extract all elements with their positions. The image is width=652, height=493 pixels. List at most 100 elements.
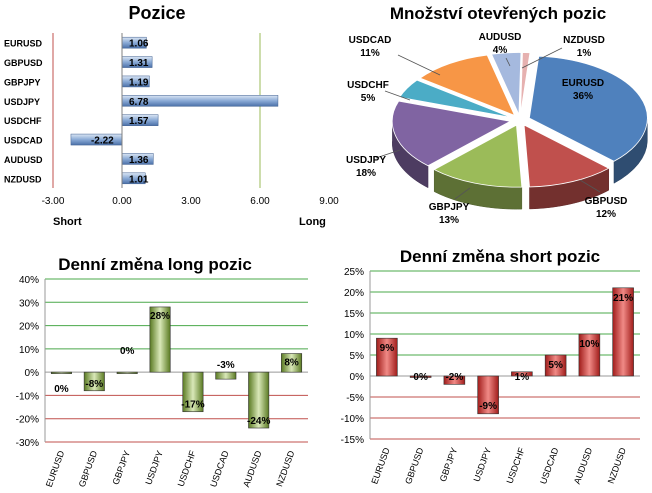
bar <box>83 371 105 392</box>
bar-value-label: 0% <box>413 372 428 383</box>
short-change-bar-chart: Denní změna short pozic -15% -10% -5% 0% 5% 1… <box>341 247 640 485</box>
bar-value-label: 1% <box>515 372 530 383</box>
category-label: USDJPY <box>4 97 40 107</box>
bar-value-label: 1.36 <box>129 155 149 166</box>
slice-pct-label: 1% <box>577 48 592 59</box>
category-label: AUDUSD <box>4 155 43 165</box>
slice-pct-label: 18% <box>356 168 376 179</box>
category-label: GBPJPY <box>4 77 41 87</box>
y-tick-label: 10% <box>344 330 364 341</box>
bar-value-label: 9% <box>380 343 395 354</box>
pie-slice <box>523 124 610 188</box>
leader-line <box>375 149 401 159</box>
category-label: GBPUSD <box>4 58 43 68</box>
y-tick-label: -10% <box>16 391 39 402</box>
leader-line <box>521 47 563 69</box>
y-tick-label: 0% <box>25 368 40 379</box>
y-tick-label: 15% <box>344 309 364 320</box>
y-tick-label: -5% <box>346 393 364 404</box>
category-label: EURUSD <box>369 446 392 486</box>
bar <box>544 354 567 377</box>
category-label: GBPJPY <box>111 449 133 486</box>
bar <box>116 371 138 374</box>
category-label: GBPJPY <box>438 446 460 483</box>
bar-value-label: -17% <box>181 400 204 411</box>
slice-label: EURUSD <box>562 78 604 89</box>
slice-label: GBPUSD <box>585 196 628 207</box>
bar-value-label: -24% <box>247 416 270 427</box>
bar <box>409 375 432 378</box>
slice-label: USDJPY <box>346 155 386 166</box>
category-label: NZDUSD <box>606 446 628 485</box>
pie-slice <box>490 52 522 115</box>
x-tick-label: 9.00 <box>319 196 339 207</box>
category-label: NZDUSD <box>4 174 42 184</box>
chart-title: Množství otevřených pozic <box>390 4 606 23</box>
category-label: GBPUSD <box>77 449 100 489</box>
y-tick-label: 20% <box>344 288 364 299</box>
pie-slice <box>391 100 512 167</box>
y-tick-label: -30% <box>16 438 39 449</box>
slice-label: GBPJPY <box>429 202 470 213</box>
bar <box>477 375 499 415</box>
bar <box>612 287 634 377</box>
y-tick-label: -20% <box>16 415 39 426</box>
y-tick-label: 20% <box>19 322 39 333</box>
category-label: EURUSD <box>4 39 43 49</box>
short-label: Short <box>53 216 82 228</box>
bar-value-label: 1.01 <box>129 174 149 185</box>
bar <box>149 306 171 373</box>
slice-label: NZDUSD <box>563 35 605 46</box>
bar-value-label: 6.78 <box>129 97 149 108</box>
leader-line <box>505 57 511 67</box>
category-label: USDJPY <box>471 446 493 483</box>
slice-label: USDCHF <box>347 80 389 91</box>
chart-title: Denní změna short pozic <box>400 247 600 266</box>
leader-line <box>454 187 471 200</box>
category-label: USDJPY <box>143 449 165 486</box>
category-label: AUDUSD <box>572 446 595 486</box>
y-tick-label: 5% <box>350 351 365 362</box>
bar <box>182 371 204 413</box>
bar <box>281 353 303 373</box>
category-label: USDCHF <box>4 116 42 126</box>
slice-pct-label: 36% <box>573 91 593 102</box>
long-label: Long <box>299 216 326 228</box>
category-label: USDCAD <box>208 449 231 489</box>
slice-pct-label: 13% <box>439 215 459 226</box>
pie-slice <box>520 52 531 115</box>
open-positions-pie-chart: Množství otevřených pozic EURUSD 36% GBPUS… <box>346 4 648 226</box>
bar-value-label: 21% <box>613 293 633 304</box>
bar-value-label: 5% <box>548 360 563 371</box>
category-label: USDCHF <box>176 449 198 488</box>
pie-slice <box>419 54 516 117</box>
bar <box>443 375 466 385</box>
bar-value-label: -2% <box>445 372 463 383</box>
bar-value-label: 10% <box>579 339 599 350</box>
bar-value-label: 1.06 <box>129 39 149 50</box>
category-label: GBPUSD <box>403 446 426 486</box>
y-tick-label: 10% <box>19 345 39 356</box>
bar-value-label: 1.57 <box>129 116 149 127</box>
chart-title: Pozice <box>128 3 185 23</box>
y-tick-label: 0% <box>350 372 365 383</box>
bar <box>578 333 601 377</box>
slice-pct-label: 4% <box>493 45 508 56</box>
slice-label: AUDUSD <box>479 32 522 43</box>
leader-line <box>579 179 601 193</box>
bar-value-label: 0% <box>120 346 135 357</box>
pie-slice <box>398 79 512 118</box>
y-tick-label: 25% <box>344 267 364 278</box>
category-label: USDCHF <box>505 446 527 485</box>
bar-value-label: 28% <box>150 311 170 322</box>
y-tick-label: 30% <box>19 298 39 309</box>
bar <box>376 337 398 377</box>
y-tick-label: -15% <box>341 435 364 446</box>
category-label: NZDUSD <box>274 449 296 488</box>
chart-title: Denní změna long pozic <box>58 255 252 274</box>
bar-value-label: 0% <box>54 384 69 395</box>
bar-value-label: -9% <box>479 401 497 412</box>
pie-slice <box>433 124 523 188</box>
y-tick-label: -10% <box>341 414 364 425</box>
